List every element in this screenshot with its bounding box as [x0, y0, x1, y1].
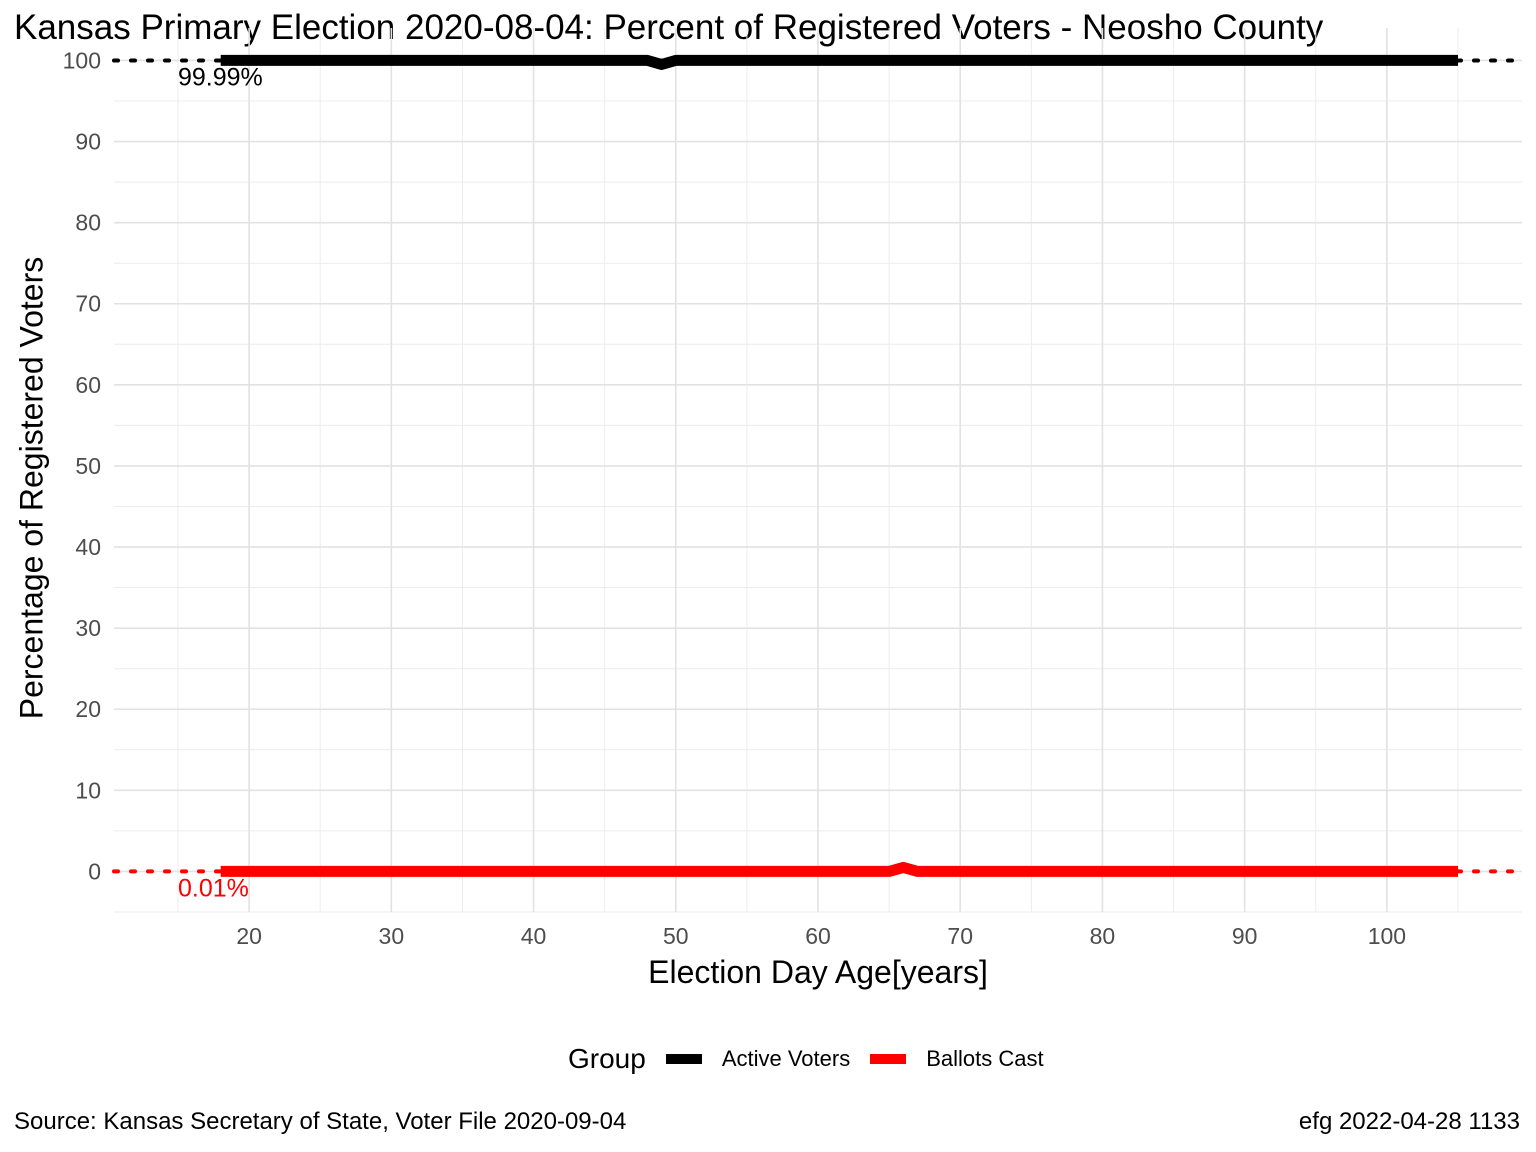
series-line	[220, 861, 1458, 877]
x-tick-label: 80	[1090, 923, 1116, 949]
data-labels: 99.99% 0.01%	[178, 64, 263, 903]
y-tick-label: 0	[88, 858, 101, 884]
series-line	[220, 54, 1458, 70]
reference-line-label: 0.01%	[178, 874, 249, 902]
y-axis-label: Percentage of Registered Voters	[13, 256, 50, 720]
legend-title: Group	[568, 1043, 646, 1074]
x-tick-label: 30	[379, 923, 405, 949]
legend: Group Active Voters Ballots Cast	[568, 1043, 1064, 1075]
x-tick-label: 50	[663, 923, 689, 949]
x-tick-label: 20	[236, 923, 262, 949]
y-tick-label: 40	[75, 534, 101, 560]
y-tick-label: 90	[75, 129, 101, 155]
series-lines	[220, 54, 1458, 877]
y-tick-label: 80	[75, 210, 101, 236]
legend-label-ballots-cast: Ballots Cast	[926, 1046, 1044, 1071]
grid	[114, 28, 1522, 913]
reference-line-label: 99.99%	[178, 64, 263, 92]
x-tick-label: 40	[521, 923, 547, 949]
legend-item-ballots-cast: Ballots Cast	[870, 1046, 1044, 1072]
author-caption: efg 2022-04-28 1133	[1298, 1108, 1520, 1135]
y-tick-label: 60	[75, 372, 101, 398]
x-axis-label: Election Day Age[years]	[648, 954, 988, 990]
legend-key-active-voters	[665, 1054, 702, 1064]
x-tick-label: 100	[1368, 923, 1406, 949]
tick-labels: 20 30 40 50 60 70 80 90 100 0 10 20 30 40 50 60 70 80 90 10…	[63, 47, 1406, 949]
legend-key-ballots-cast	[870, 1054, 907, 1064]
y-tick-label: 100	[63, 47, 101, 73]
legend-item-active-voters: Active Voters	[665, 1046, 851, 1072]
y-tick-label: 30	[75, 615, 101, 641]
x-tick-label: 70	[947, 923, 973, 949]
source-caption: Source: Kansas Secretary of State, Voter…	[14, 1108, 627, 1135]
x-tick-label: 60	[805, 923, 831, 949]
y-tick-label: 20	[75, 696, 101, 722]
y-tick-label: 50	[75, 453, 101, 479]
legend-label-active-voters: Active Voters	[721, 1046, 851, 1071]
y-tick-label: 10	[75, 777, 101, 803]
x-tick-label: 90	[1232, 923, 1258, 949]
chart-title: Kansas Primary Election 2020-08-04: Perc…	[14, 8, 1324, 47]
y-tick-label: 70	[75, 291, 101, 317]
